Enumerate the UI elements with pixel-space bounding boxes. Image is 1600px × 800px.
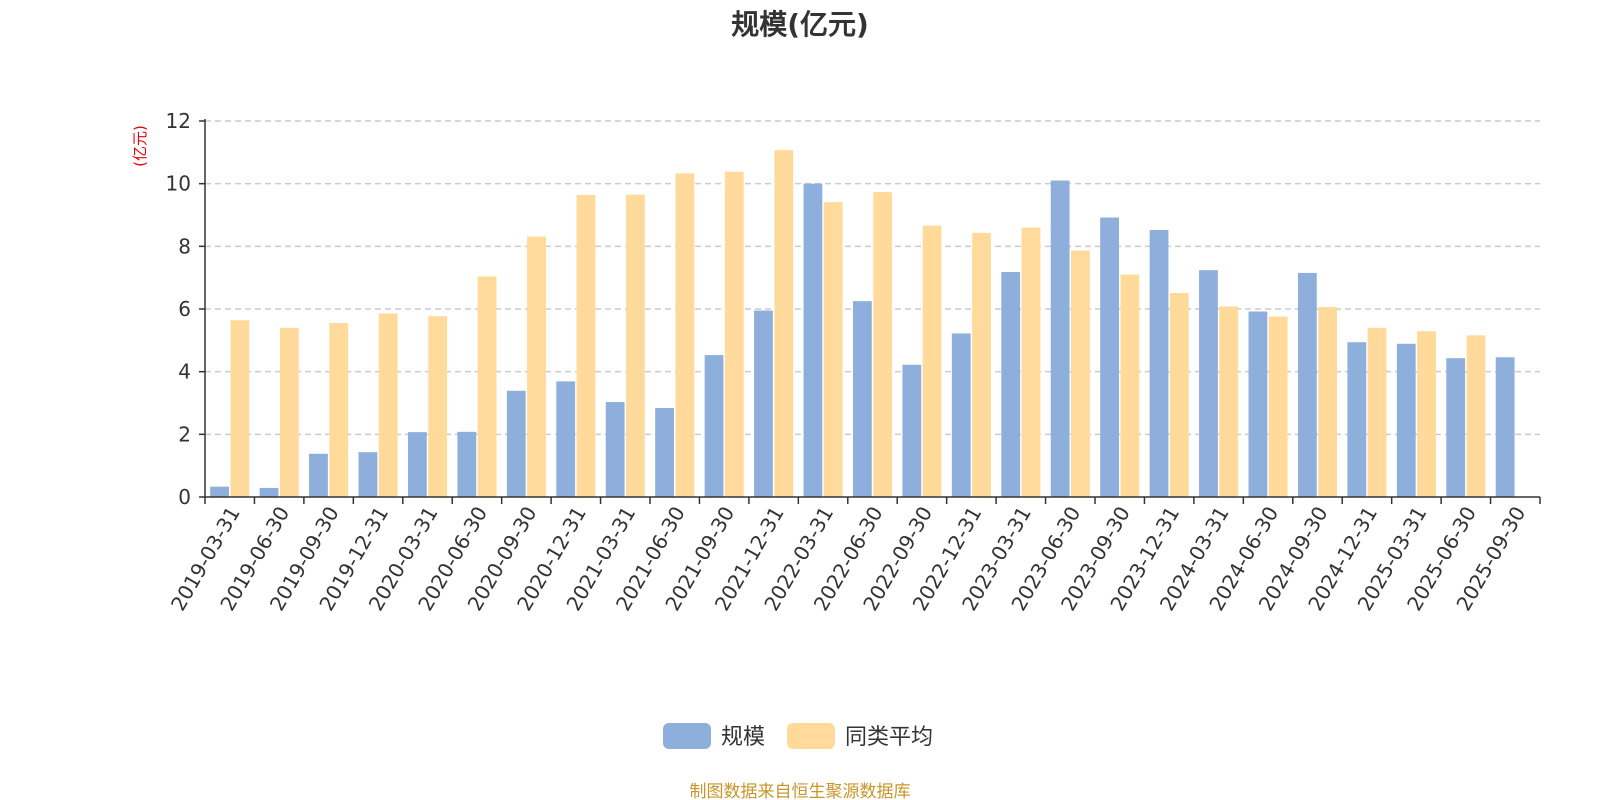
bar-s1-9: [675, 173, 695, 497]
bar-s0-3: [358, 452, 378, 497]
bar-s0-6: [506, 390, 526, 497]
y-tick-label-2: 4: [178, 360, 191, 384]
bar-s0-10: [704, 355, 724, 497]
legend-swatch-0: [663, 723, 711, 749]
bar-s1-3: [378, 313, 398, 497]
bar-s1-13: [873, 192, 893, 498]
bar-s1-6: [527, 236, 546, 497]
bar-s1-14: [922, 225, 942, 498]
bar-s1-25: [1466, 335, 1486, 497]
y-tick-label-6: 12: [166, 109, 191, 133]
bar-s0-23: [1347, 342, 1367, 497]
bar-s1-5: [477, 276, 497, 497]
bar-s1-1: [279, 327, 299, 497]
legend-swatch-1: [787, 723, 835, 749]
bar-s0-2: [309, 453, 328, 497]
bar-s1-2: [329, 323, 349, 497]
bar-s0-8: [605, 402, 625, 497]
x-tick-labels: 2019-03-312019-06-302019-09-302019-12-31…: [166, 502, 1530, 615]
bar-s0-26: [1495, 357, 1515, 497]
y-axis-unit-label: (亿元): [131, 125, 149, 167]
bar-s0-1: [259, 487, 279, 497]
bar-s1-8: [626, 194, 645, 497]
bar-s1-11: [774, 150, 794, 497]
axes: [204, 119, 1541, 504]
bar-s1-22: [1318, 307, 1338, 497]
bar-s0-16: [1001, 272, 1021, 497]
bar-s0-24: [1396, 343, 1416, 497]
legend: 规模 同类平均: [663, 723, 933, 750]
y-tick-label-1: 2: [178, 422, 191, 446]
bar-s1-20: [1219, 306, 1239, 497]
legend-label-1: 同类平均: [845, 725, 933, 750]
bar-s0-18: [1100, 217, 1119, 498]
bar-s1-10: [724, 171, 744, 497]
bar-s0-9: [655, 408, 674, 497]
bar-s0-19: [1149, 230, 1169, 498]
bar-s0-14: [902, 364, 922, 497]
bar-s1-12: [823, 202, 843, 498]
bar-s0-15: [951, 333, 971, 497]
y-tick-label-4: 8: [178, 234, 191, 258]
bar-s1-15: [972, 232, 991, 498]
bar-s1-17: [1071, 250, 1090, 497]
bar-s0-20: [1199, 270, 1218, 497]
bar-s0-25: [1446, 358, 1466, 497]
legend-label-0: 规模: [721, 725, 765, 750]
y-tick-label-0: 0: [178, 485, 191, 509]
y-tick-labels: 0 2 4 6 8 10 12: [166, 109, 191, 509]
bar-s0-21: [1248, 311, 1268, 497]
bar-s0-7: [556, 381, 576, 497]
bar-s0-12: [803, 183, 823, 497]
bars: [210, 150, 1515, 498]
bar-s1-7: [576, 194, 596, 498]
bar-s1-19: [1169, 293, 1189, 497]
bar-s0-13: [852, 301, 872, 497]
grid-lines: [199, 120, 1540, 498]
bar-s1-16: [1021, 227, 1041, 498]
source-note: 制图数据来自恒生聚源数据库: [690, 782, 911, 800]
bar-s1-4: [428, 316, 448, 497]
bar-s0-4: [407, 432, 427, 497]
bar-s0-0: [210, 486, 229, 497]
bar-s0-11: [754, 310, 773, 497]
bar-s1-23: [1367, 327, 1387, 497]
bar-s1-0: [230, 320, 250, 497]
bar-s1-18: [1120, 274, 1140, 497]
bar-s1-24: [1417, 331, 1436, 497]
y-tick-label-5: 10: [166, 172, 191, 196]
y-tick-label-3: 6: [178, 297, 191, 321]
bar-s0-17: [1050, 180, 1070, 498]
bar-s0-22: [1297, 272, 1317, 497]
bar-s1-21: [1268, 316, 1288, 497]
chart-title: 规模(亿元): [731, 8, 869, 41]
bar-s0-5: [457, 431, 477, 497]
